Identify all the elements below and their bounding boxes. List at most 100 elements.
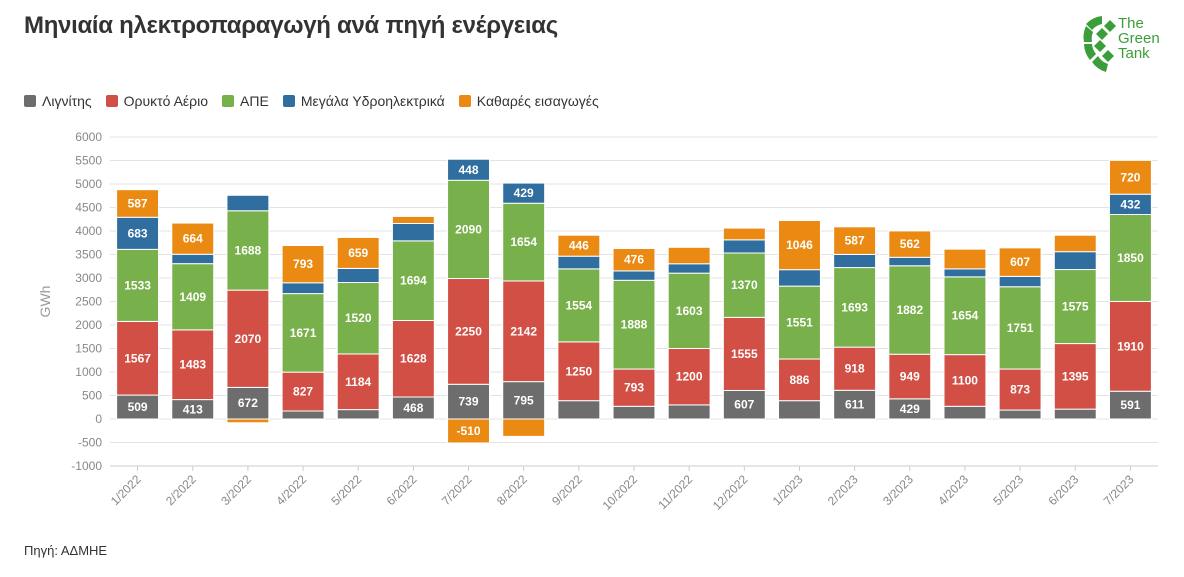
data-label: 448: [459, 163, 479, 177]
data-label: 2070: [235, 332, 262, 346]
data-label: 664: [183, 232, 203, 246]
x-tick-label: 10/2022: [600, 472, 641, 513]
data-label: 476: [624, 253, 644, 267]
data-label: 1888: [621, 318, 648, 332]
legend-swatch: [105, 95, 118, 107]
bar-segment: [722, 227, 766, 241]
data-label: 429: [900, 402, 920, 416]
logo-line-3: Tank: [1118, 45, 1150, 62]
legend-item-net-imports[interactable]: Καθαρές εισαγωγές: [458, 93, 599, 109]
bar-segment: [612, 248, 656, 272]
bar-segment: [171, 329, 215, 401]
bar-segment: [1053, 408, 1097, 420]
bar-segment: [281, 245, 325, 284]
data-label: 1603: [676, 304, 703, 318]
bar-segment: [116, 320, 160, 396]
bar-segment: [502, 280, 546, 383]
data-label: 587: [128, 196, 148, 210]
bar-segment: [998, 409, 1042, 420]
data-label: 1409: [179, 290, 206, 304]
bar-segment: [281, 282, 325, 295]
bar-segment: [226, 418, 270, 424]
legend-label: Ορυκτό Αέριο: [123, 93, 209, 109]
data-label: 2090: [455, 222, 482, 236]
data-label: 1567: [124, 351, 151, 365]
data-label: 827: [293, 385, 313, 399]
y-tick-label: 2000: [75, 318, 102, 332]
bar-segment: [557, 255, 601, 270]
legend-item-natural-gas[interactable]: Ορυκτό Αέριο: [105, 93, 209, 109]
data-label: 793: [624, 381, 644, 395]
legend-item-lignite[interactable]: Λιγνίτης: [24, 93, 92, 109]
bar-segment: [557, 400, 601, 420]
legend-item-large-hydro[interactable]: Μεγάλα Υδροηλεκτρικά: [282, 93, 445, 109]
bar-segment: [281, 293, 325, 373]
data-label: 1654: [952, 309, 979, 323]
data-label: 509: [128, 400, 148, 414]
data-label: 659: [348, 246, 368, 260]
bar-segment: [557, 268, 601, 343]
y-tick-label: 5000: [75, 177, 102, 191]
bar-segment: [447, 158, 490, 181]
the-green-tank-logo: The Green Tank: [1082, 12, 1162, 76]
bar-segment: [281, 410, 325, 420]
logo-line-1: The: [1118, 15, 1144, 32]
data-label: 1483: [179, 358, 206, 372]
bar-segment: [998, 275, 1042, 288]
bar-segment: [1108, 214, 1152, 302]
bar-segment: [833, 267, 877, 348]
data-label: 591: [1120, 398, 1140, 412]
data-label: 1693: [841, 300, 868, 314]
data-label: 683: [128, 226, 148, 240]
legend-label: Καθαρές εισαγωγές: [476, 93, 599, 109]
data-label: 468: [403, 401, 423, 415]
data-label: 739: [459, 395, 479, 409]
legend-swatch: [282, 95, 295, 107]
bar-segment: [116, 189, 160, 218]
legend-label: Μεγάλα Υδροηλεκτρικά: [300, 93, 445, 109]
data-label: 607: [1010, 255, 1030, 269]
legend-item-renewables[interactable]: ΑΠΕ: [222, 93, 269, 109]
data-label: 1200: [676, 370, 703, 384]
x-tick-label: 9/2022: [549, 472, 585, 508]
data-label: 413: [183, 402, 203, 416]
x-tick-label: 5/2023: [990, 472, 1026, 508]
y-tick-label: 2500: [75, 295, 102, 309]
bar-segment: [1108, 300, 1152, 392]
x-tick-label: 4/2023: [935, 472, 971, 508]
data-label: 1551: [786, 316, 813, 330]
x-tick-label: 12/2022: [710, 472, 751, 513]
bar-segment: [502, 418, 546, 437]
bar-segment: [1108, 159, 1152, 195]
data-label: 1370: [731, 278, 758, 292]
data-label: 2250: [455, 324, 482, 338]
legend-label: ΑΠΕ: [240, 93, 269, 109]
data-label: 432: [1120, 197, 1140, 211]
legend-label: Λιγνίτης: [42, 93, 92, 109]
bar-segment: [943, 248, 987, 270]
data-label: 446: [569, 239, 589, 253]
bar-segment: [1053, 251, 1097, 271]
data-label: 873: [1010, 383, 1030, 397]
x-tick-label: 3/2022: [218, 472, 254, 508]
bar-segment: [336, 236, 380, 269]
bar-segment: [281, 371, 325, 412]
bar-segment: [778, 400, 821, 420]
chart-title: Μηνιαία ηλεκτροπαραγωγή ανά πηγή ενέργει…: [24, 12, 558, 39]
bar-segment: [667, 404, 711, 420]
y-tick-label: -1000: [71, 459, 102, 473]
bar-segment: [1053, 269, 1097, 345]
y-tick-label: 3000: [75, 271, 102, 285]
data-label: 795: [514, 393, 534, 407]
y-tick-label: 1000: [75, 365, 102, 379]
bar-segment: [336, 267, 380, 284]
y-tick-label: 5500: [75, 154, 102, 168]
data-label: 1654: [510, 235, 537, 249]
bar-segment: [116, 248, 160, 322]
y-tick-label: 4500: [75, 201, 102, 215]
y-tick-label: 6000: [75, 130, 102, 144]
data-label: 587: [845, 234, 865, 248]
bar-segment: [833, 226, 877, 255]
bar-segment: [667, 246, 711, 265]
